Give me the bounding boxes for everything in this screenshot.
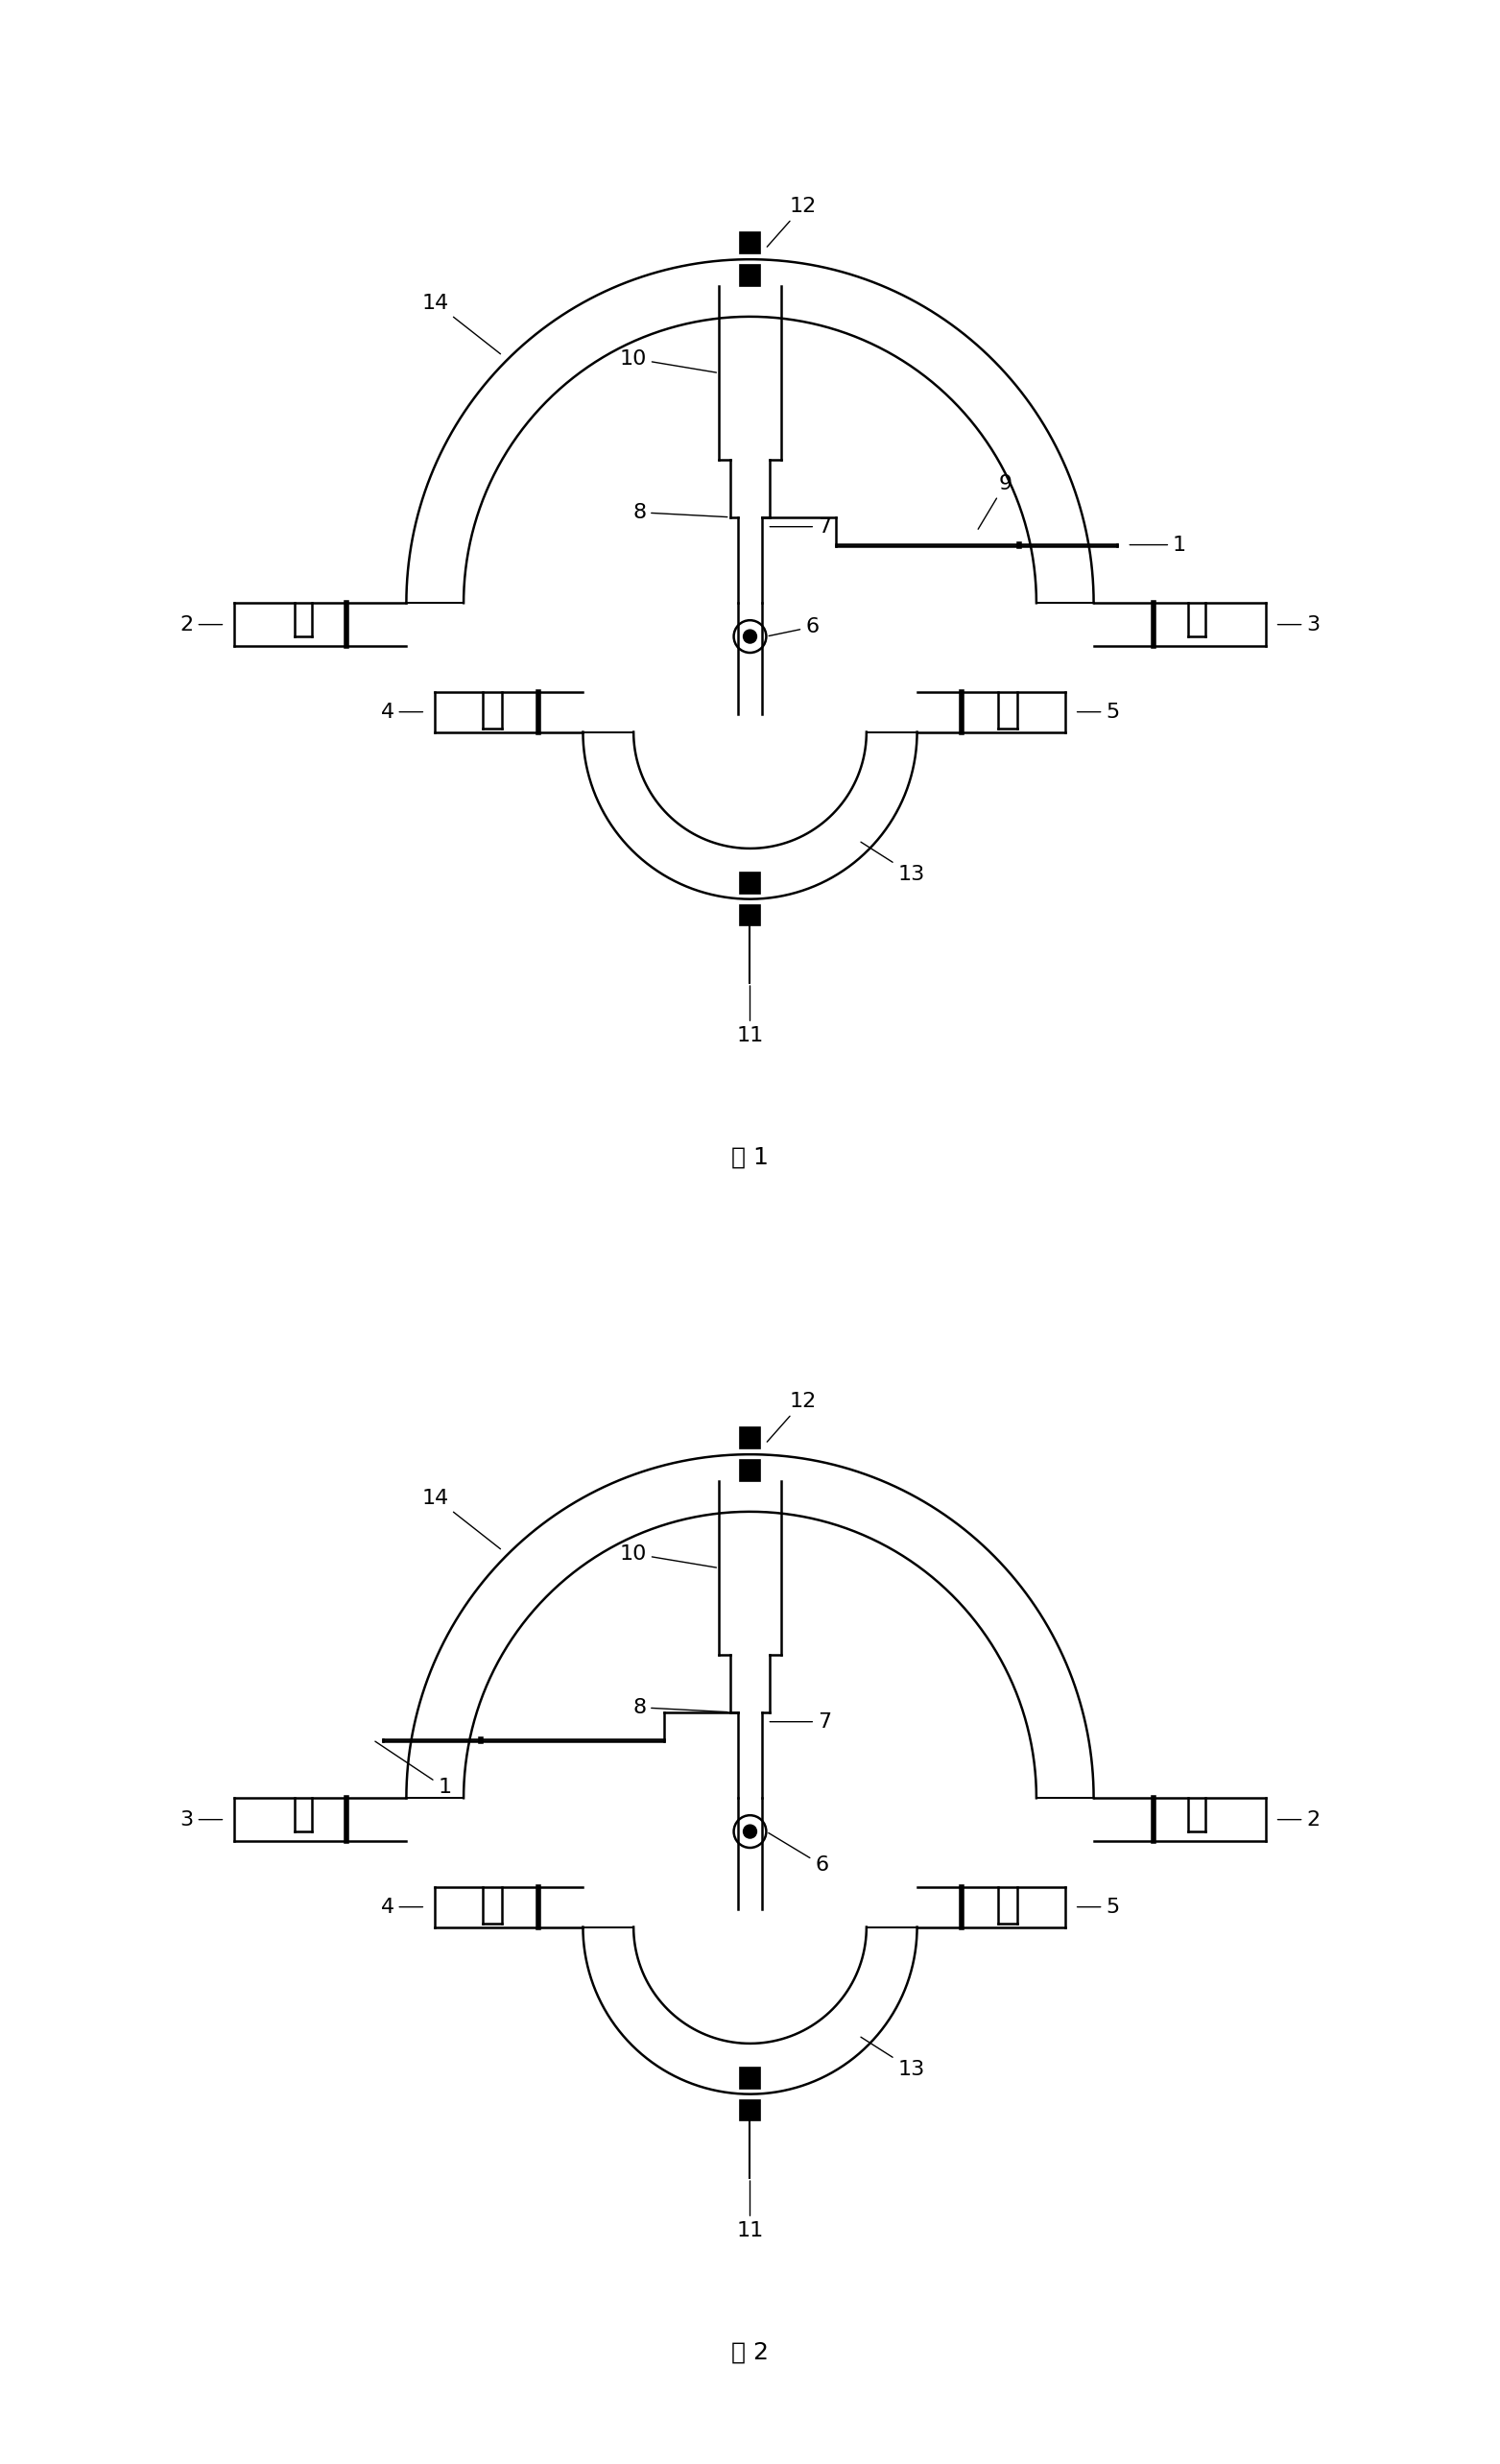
Text: 13: 13 xyxy=(861,843,924,885)
Text: 7: 7 xyxy=(770,1712,831,1732)
Text: 9: 9 xyxy=(978,473,1013,530)
Text: 图 2: 图 2 xyxy=(732,2341,768,2363)
Text: 14: 14 xyxy=(422,1488,501,1550)
Text: 12: 12 xyxy=(766,197,816,246)
Text: 11: 11 xyxy=(736,2181,764,2240)
Text: 6: 6 xyxy=(768,1833,828,1875)
Text: 12: 12 xyxy=(766,1392,816,1441)
Bar xyxy=(740,2099,760,2122)
Text: 14: 14 xyxy=(422,293,501,355)
Circle shape xyxy=(744,1826,756,1838)
Bar xyxy=(740,232,760,254)
Text: 13: 13 xyxy=(861,2038,924,2080)
Text: 2: 2 xyxy=(180,616,222,633)
Circle shape xyxy=(744,631,756,643)
Text: 8: 8 xyxy=(633,1698,728,1717)
Text: 6: 6 xyxy=(770,618,819,636)
Text: 8: 8 xyxy=(633,503,728,522)
Bar xyxy=(740,872,760,894)
Text: 3: 3 xyxy=(180,1811,222,1828)
Text: 4: 4 xyxy=(381,1897,423,1917)
Bar xyxy=(740,1461,760,1481)
Text: 5: 5 xyxy=(1077,702,1119,722)
Text: 7: 7 xyxy=(770,517,831,537)
Text: 10: 10 xyxy=(620,1545,717,1567)
Bar xyxy=(740,1427,760,1449)
Text: 1: 1 xyxy=(375,1742,451,1796)
Text: 1: 1 xyxy=(1130,535,1186,554)
Bar xyxy=(740,904,760,926)
Text: 图 1: 图 1 xyxy=(732,1146,768,1168)
Text: 11: 11 xyxy=(736,986,764,1045)
Bar xyxy=(740,266,760,286)
Text: 5: 5 xyxy=(1077,1897,1119,1917)
Bar xyxy=(740,2067,760,2089)
Text: 2: 2 xyxy=(1278,1811,1320,1828)
Text: 4: 4 xyxy=(381,702,423,722)
Text: 3: 3 xyxy=(1278,616,1320,633)
Text: 10: 10 xyxy=(620,350,717,372)
